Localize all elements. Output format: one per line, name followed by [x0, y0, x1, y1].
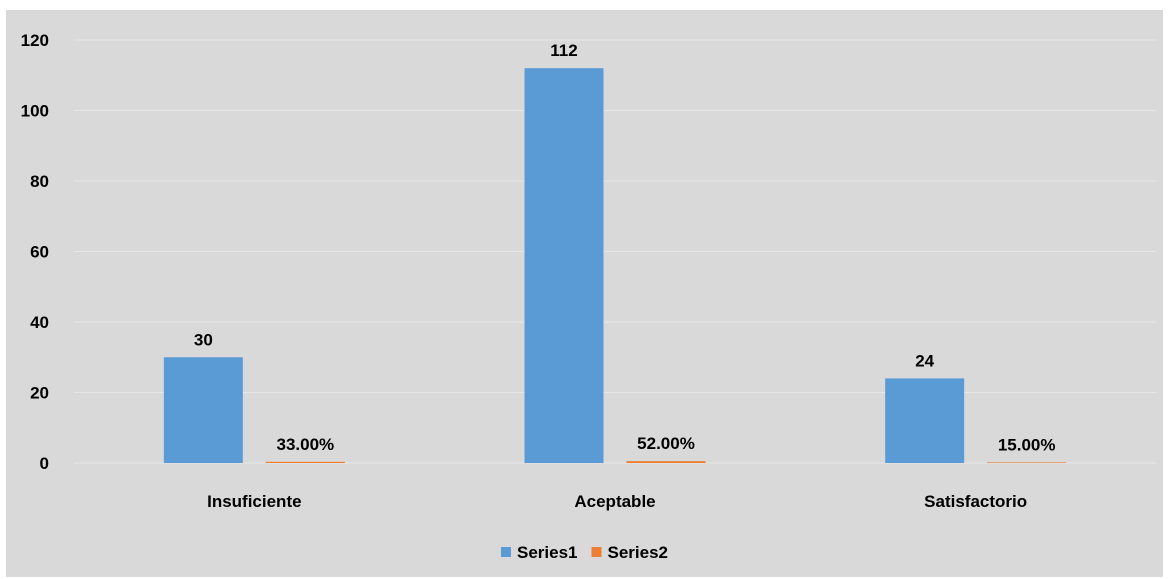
x-tick-label: Aceptable	[574, 492, 655, 511]
gridlines	[74, 39, 1156, 464]
y-tick-label: 0	[40, 454, 49, 473]
data-label: 24	[915, 351, 934, 370]
x-tick-label: Satisfactorio	[924, 492, 1027, 511]
y-tick-label: 100	[21, 102, 49, 121]
bar-series1-aceptable	[524, 68, 604, 463]
y-axis: 0 20 40 60 80 100 120	[21, 31, 49, 473]
legend-swatch	[591, 547, 602, 557]
data-label: 30	[194, 330, 213, 349]
y-tick-label: 80	[30, 172, 49, 191]
bar-series2-aceptable	[626, 461, 706, 463]
x-axis: Insuficiente Aceptable Satisfactorio	[207, 492, 1027, 511]
y-tick-label: 120	[21, 31, 49, 50]
bar-series1-insuficiente	[163, 357, 243, 463]
bar-series2-insuficiente	[265, 461, 345, 463]
legend-swatch	[501, 547, 511, 557]
chart-area: 0 20 40 60 80 100 120 30 33.00% 112 52.00% 24 15.00…	[6, 10, 1163, 577]
bars	[163, 68, 1067, 463]
legend-item: Series2	[591, 543, 669, 562]
bar-series1-satisfactorio	[885, 378, 965, 463]
legend-item: Series1	[501, 543, 578, 562]
y-tick-label: 20	[30, 384, 49, 403]
x-tick-label: Insuficiente	[207, 492, 301, 511]
legend-label: Series2	[608, 543, 669, 562]
bar-series2-satisfactorio	[987, 462, 1067, 463]
legend-label: Series1	[517, 543, 578, 562]
data-label: 52.00%	[637, 434, 695, 453]
y-tick-label: 60	[30, 243, 49, 262]
data-label: 15.00%	[998, 435, 1056, 454]
data-labels: 30 33.00% 112 52.00% 24 15.00%	[194, 41, 1056, 454]
data-label: 33.00%	[276, 435, 334, 454]
y-tick-label: 40	[30, 313, 49, 332]
legend: Series1 Series2	[501, 543, 668, 562]
data-label: 112	[550, 41, 577, 60]
bar-chart: 0 20 40 60 80 100 120 30 33.00% 112 52.00% 24 15.00…	[21, 31, 1156, 562]
